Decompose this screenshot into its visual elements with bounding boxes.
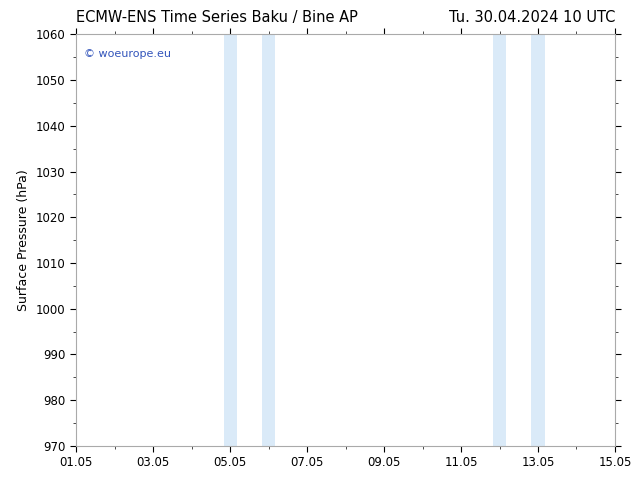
Text: © woeurope.eu: © woeurope.eu [84,49,171,59]
Bar [262,34,275,446]
Text: ECMW-ENS Time Series Baku / Bine AP: ECMW-ENS Time Series Baku / Bine AP [76,10,358,24]
Y-axis label: Surface Pressure (hPa): Surface Pressure (hPa) [17,169,30,311]
Bar [531,34,545,446]
Text: Tu. 30.04.2024 10 UTC: Tu. 30.04.2024 10 UTC [449,10,615,24]
Bar [224,34,236,446]
Bar [493,34,506,446]
